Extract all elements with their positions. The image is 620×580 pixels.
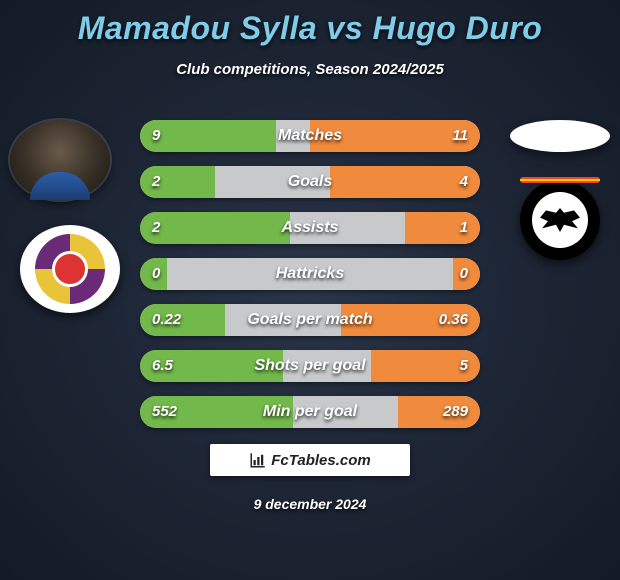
- club-left-badge-core: [52, 251, 88, 287]
- stat-fill-left: [140, 350, 283, 382]
- stat-fill-left: [140, 166, 215, 198]
- club-right-badge: [520, 180, 600, 260]
- club-right-badge-bat-icon: [540, 208, 580, 232]
- stat-fill-right: [398, 396, 480, 428]
- stat-row: 552289Min per goal: [140, 396, 480, 428]
- stat-fill-right: [453, 258, 480, 290]
- stat-row: 24Goals: [140, 166, 480, 198]
- stat-row: 00Hattricks: [140, 258, 480, 290]
- stat-fill-right: [371, 350, 480, 382]
- stat-fill-left: [140, 258, 167, 290]
- stat-fill-left: [140, 304, 225, 336]
- stat-fill-left: [140, 120, 276, 152]
- brand-text: FcTables.com: [271, 452, 370, 469]
- brand-chart-icon: [249, 451, 267, 469]
- stat-row: 21Assists: [140, 212, 480, 244]
- player-left-avatar: [10, 120, 110, 200]
- club-right-badge-stripes: [520, 177, 600, 183]
- page-title: Mamadou Sylla vs Hugo Duro: [0, 0, 620, 47]
- player-right-avatar: [510, 120, 610, 152]
- stat-fill-right: [310, 120, 480, 152]
- club-left-badge: [20, 225, 120, 313]
- stat-label: Hattricks: [140, 258, 480, 290]
- stat-fill-right: [330, 166, 480, 198]
- stat-fill-left: [140, 396, 293, 428]
- club-right-badge-inner: [532, 192, 588, 248]
- stat-fill-left: [140, 212, 290, 244]
- club-left-badge-ring: [35, 234, 105, 304]
- stat-fill-right: [405, 212, 480, 244]
- stat-row: 0.220.36Goals per match: [140, 304, 480, 336]
- brand-box[interactable]: FcTables.com: [210, 444, 410, 476]
- date-text: 9 december 2024: [0, 496, 620, 512]
- stats-container: 911Matches 24Goals 21Assists 00Hattricks 0.2…: [140, 120, 480, 442]
- stat-fill-right: [341, 304, 480, 336]
- stat-row: 6.55Shots per goal: [140, 350, 480, 382]
- stat-row: 911Matches: [140, 120, 480, 152]
- page-subtitle: Club competitions, Season 2024/2025: [0, 61, 620, 78]
